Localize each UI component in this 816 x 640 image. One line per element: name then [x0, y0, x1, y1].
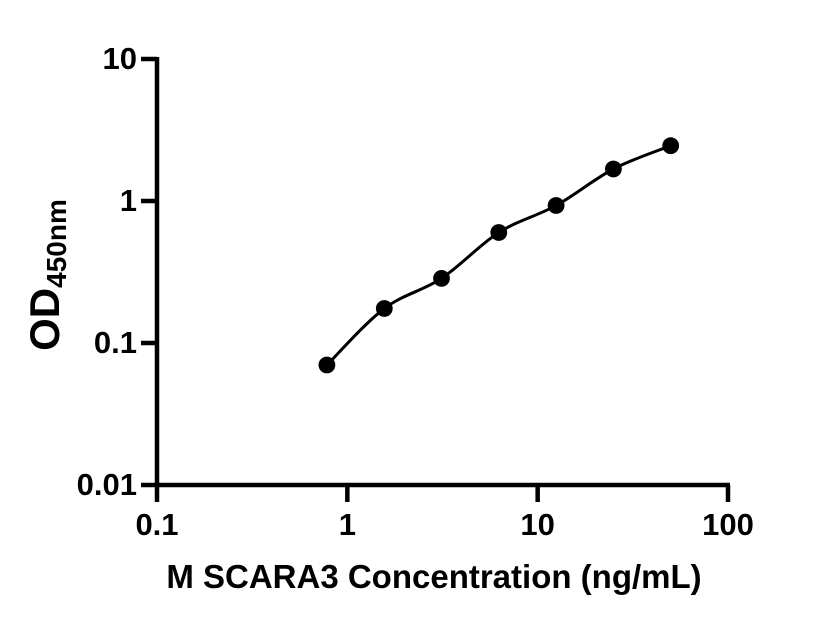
- x-tick-label: 1: [338, 507, 356, 542]
- data-point-marker: [662, 137, 680, 155]
- data-point-marker: [547, 197, 565, 214]
- y-axis-title: OD450nm: [21, 199, 73, 351]
- fit-curve: [325, 144, 672, 367]
- y-tick-label: 0.1: [93, 325, 137, 360]
- x-tick-label: 0.1: [135, 507, 179, 542]
- x-axis-title: M SCARA3 Concentration (ng/mL): [166, 558, 702, 595]
- data-point-marker: [605, 160, 622, 178]
- x-tick-label: 10: [520, 507, 555, 542]
- data-point-marker: [375, 300, 393, 317]
- data-point-marker: [490, 224, 508, 241]
- y-tick-label: 10: [102, 41, 137, 76]
- y-tick-label: 1: [119, 183, 137, 218]
- data-point-marker: [433, 270, 450, 287]
- y-axis-title-subscript: 450nm: [41, 199, 72, 288]
- data-point-marker: [318, 356, 336, 374]
- x-tick-label: 100: [702, 507, 754, 542]
- y-axis-title-main: OD: [21, 287, 68, 351]
- y-tick-label: 0.01: [76, 467, 137, 502]
